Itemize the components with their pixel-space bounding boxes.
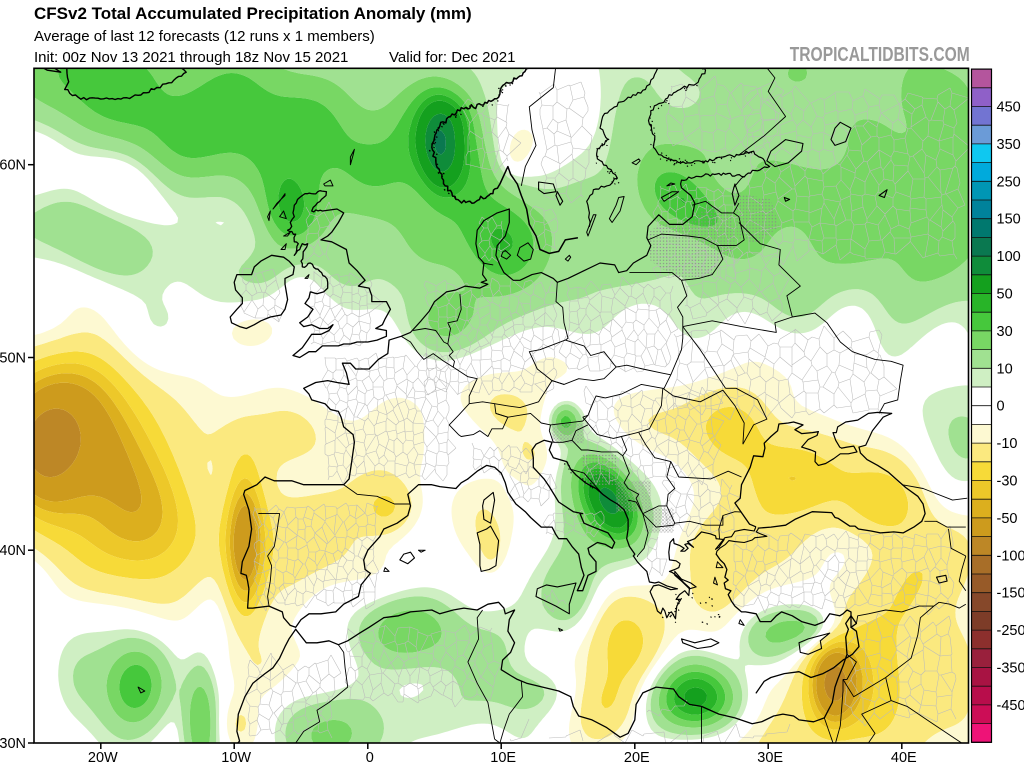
svg-text:0: 0 [997, 399, 1005, 415]
svg-text:250: 250 [997, 174, 1021, 190]
svg-text:50N: 50N [0, 351, 26, 367]
svg-text:-350: -350 [997, 661, 1024, 677]
svg-text:-50: -50 [997, 511, 1018, 527]
svg-text:10W: 10W [221, 750, 251, 763]
svg-text:10: 10 [997, 361, 1013, 377]
svg-text:20W: 20W [88, 750, 118, 763]
svg-text:0: 0 [366, 750, 374, 763]
svg-text:20E: 20E [624, 750, 650, 763]
svg-text:60N: 60N [0, 158, 26, 174]
svg-text:-150: -150 [997, 586, 1024, 602]
svg-text:-30: -30 [997, 474, 1018, 490]
svg-text:-10: -10 [997, 436, 1018, 452]
svg-text:150: 150 [997, 212, 1021, 228]
svg-text:30: 30 [997, 324, 1013, 340]
svg-text:100: 100 [997, 249, 1021, 265]
svg-text:40E: 40E [891, 750, 917, 763]
svg-text:350: 350 [997, 137, 1021, 153]
svg-text:-100: -100 [997, 548, 1024, 564]
svg-text:10E: 10E [490, 750, 516, 763]
svg-text:40N: 40N [0, 543, 26, 559]
svg-text:-450: -450 [997, 698, 1024, 714]
svg-text:30N: 30N [0, 736, 26, 752]
svg-text:50: 50 [997, 287, 1013, 303]
svg-text:30E: 30E [757, 750, 783, 763]
svg-text:450: 450 [997, 100, 1021, 116]
svg-text:-250: -250 [997, 623, 1024, 639]
